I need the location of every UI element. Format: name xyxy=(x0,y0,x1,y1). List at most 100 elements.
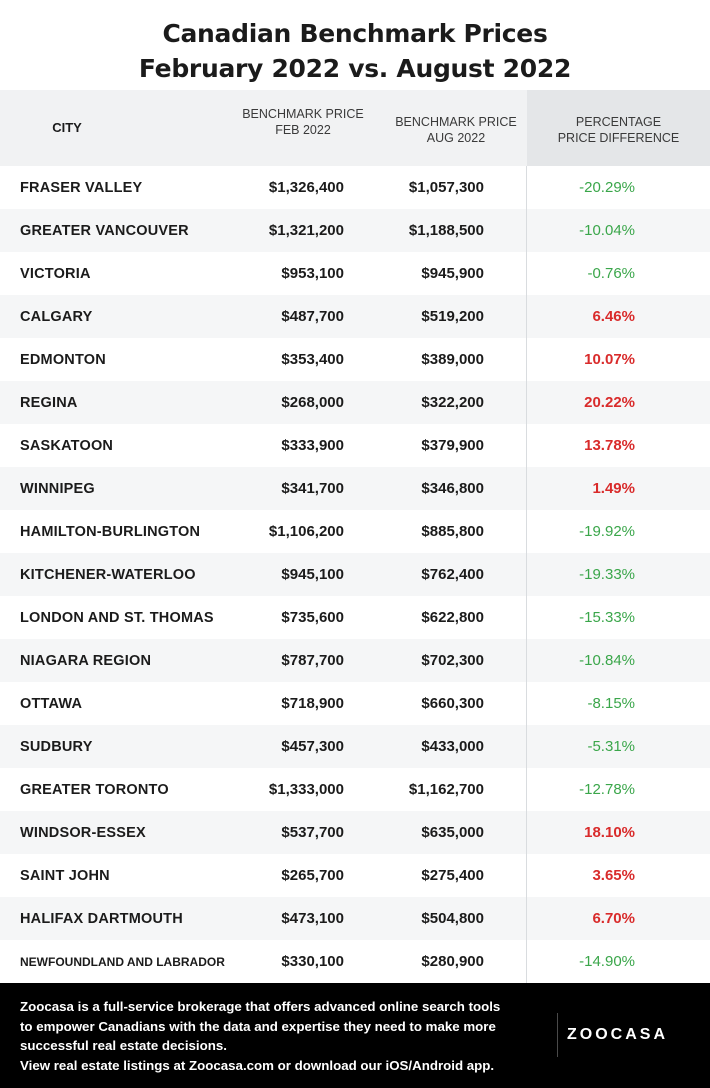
footer-line-1: Zoocasa is a full-service brokerage that… xyxy=(20,999,501,1014)
table-row: WINNIPEG $341,700 $346,800 1.49% xyxy=(0,467,710,510)
table-row: NIAGARA REGION $787,700 $702,300 -10.84% xyxy=(0,639,710,682)
cell-aug-price: $519,200 xyxy=(421,308,484,325)
cell-feb-price: $945,100 xyxy=(281,566,344,583)
cell-feb-price: $265,700 xyxy=(281,867,344,884)
cell-city: KITCHENER-WATERLOO xyxy=(20,566,196,583)
header-aug: BENCHMARK PRICE AUG 2022 xyxy=(380,92,532,168)
column-divider xyxy=(526,510,527,553)
cell-city: SUDBURY xyxy=(20,738,93,755)
footer-text: Zoocasa is a full-service brokerage that… xyxy=(20,997,540,1075)
header-city: CITY xyxy=(52,120,82,135)
cell-feb-price: $268,000 xyxy=(281,394,344,411)
cell-pct-difference: 3.65% xyxy=(592,867,635,884)
cell-aug-price: $322,200 xyxy=(421,394,484,411)
cell-aug-price: $346,800 xyxy=(421,480,484,497)
table-row: SUDBURY $457,300 $433,000 -5.31% xyxy=(0,725,710,768)
cell-feb-price: $473,100 xyxy=(281,910,344,927)
cell-city: LONDON AND ST. THOMAS xyxy=(20,609,214,626)
title-block: Canadian Benchmark Prices February 2022 … xyxy=(0,0,710,90)
column-divider xyxy=(526,467,527,510)
zoocasa-logo: ZOOCASA xyxy=(567,1026,668,1043)
cell-city: GREATER VANCOUVER xyxy=(20,222,189,239)
table-row: SASKATOON $333,900 $379,900 13.78% xyxy=(0,424,710,467)
cell-feb-price: $457,300 xyxy=(281,738,344,755)
header-pct-line-2: PRICE DIFFERENCE xyxy=(557,131,680,145)
cell-feb-price: $1,326,400 xyxy=(268,179,344,196)
footer-line-2: to empower Canadians with the data and e… xyxy=(20,1018,496,1034)
column-divider xyxy=(526,166,527,209)
cell-aug-price: $389,000 xyxy=(421,351,484,368)
header-pct: PERCENTAGE PRICE DIFFERENCE xyxy=(527,92,710,168)
cell-city: WINNIPEG xyxy=(20,480,95,497)
cell-pct-difference: -19.92% xyxy=(579,523,635,540)
cell-pct-difference: -10.04% xyxy=(579,222,635,239)
cell-pct-difference: -5.31% xyxy=(587,738,635,755)
table-header: CITY BENCHMARK PRICE FEB 2022 BENCHMARK … xyxy=(0,90,710,166)
cell-pct-difference: -19.33% xyxy=(579,566,635,583)
header-feb-line-2: FEB 2022 xyxy=(275,123,331,137)
cell-feb-price: $1,321,200 xyxy=(268,222,344,239)
cell-aug-price: $379,900 xyxy=(421,437,484,454)
cell-pct-difference: 13.78% xyxy=(584,437,635,454)
table-row: HAMILTON-BURLINGTON $1,106,200 $885,800 -19… xyxy=(0,510,710,553)
table-row: LONDON AND ST. THOMAS $735,600 $622,800 -15… xyxy=(0,596,710,639)
header-pct-line-1: PERCENTAGE xyxy=(575,115,662,129)
column-divider xyxy=(526,639,527,682)
cell-city: NEWFOUNDLAND AND LABRADOR xyxy=(20,954,225,969)
cell-city: HALIFAX DARTMOUTH xyxy=(20,910,183,927)
cell-feb-price: $735,600 xyxy=(281,609,344,626)
chart-title-line-1: Canadian Benchmark Prices xyxy=(162,19,548,48)
cell-aug-price: $635,000 xyxy=(421,824,484,841)
table-row: GREATER TORONTO $1,333,000 $1,162,700 -12.7… xyxy=(0,768,710,811)
cell-pct-difference: -14.90% xyxy=(579,953,635,970)
cell-feb-price: $953,100 xyxy=(281,265,344,282)
column-divider xyxy=(526,424,527,467)
cell-pct-difference: -8.15% xyxy=(587,695,635,712)
cell-aug-price: $1,057,300 xyxy=(408,179,484,196)
cell-pct-difference: -12.78% xyxy=(579,781,635,798)
column-divider xyxy=(526,768,527,811)
table-row: EDMONTON $353,400 $389,000 10.07% xyxy=(0,338,710,381)
cell-feb-price: $1,333,000 xyxy=(268,781,344,798)
table-row: HALIFAX DARTMOUTH $473,100 $504,800 6.70% xyxy=(0,897,710,940)
footer-line-4: View real estate listings at Zoocasa.com… xyxy=(20,1057,495,1073)
column-divider xyxy=(526,338,527,381)
column-divider xyxy=(526,553,527,596)
table-row: CALGARY $487,700 $519,200 6.46% xyxy=(0,295,710,338)
cell-aug-price: $702,300 xyxy=(421,652,484,669)
cell-aug-price: $275,400 xyxy=(421,867,484,884)
cell-pct-difference: 1.49% xyxy=(592,480,635,497)
cell-city: VICTORIA xyxy=(20,265,91,282)
cell-pct-difference: -0.76% xyxy=(587,265,635,282)
table-body: FRASER VALLEY $1,326,400 $1,057,300 -20.29%… xyxy=(0,166,710,983)
cell-aug-price: $660,300 xyxy=(421,695,484,712)
table-row: GREATER VANCOUVER $1,321,200 $1,188,500 -10… xyxy=(0,209,710,252)
pct-header-background xyxy=(527,90,710,166)
cell-pct-difference: 10.07% xyxy=(584,351,635,368)
table-row: FRASER VALLEY $1,326,400 $1,057,300 -20.29% xyxy=(0,166,710,209)
footer-divider xyxy=(557,1013,558,1057)
cell-aug-price: $945,900 xyxy=(421,265,484,282)
cell-pct-difference: -15.33% xyxy=(579,609,635,626)
cell-pct-difference: 18.10% xyxy=(584,824,635,841)
header-feb: BENCHMARK PRICE FEB 2022 xyxy=(228,84,378,160)
table-row: KITCHENER-WATERLOO $945,100 $762,400 -19.33… xyxy=(0,553,710,596)
cell-aug-price: $1,188,500 xyxy=(408,222,484,239)
cell-aug-price: $762,400 xyxy=(421,566,484,583)
cell-city: WINDSOR-ESSEX xyxy=(20,824,146,841)
cell-aug-price: $622,800 xyxy=(421,609,484,626)
cell-aug-price: $885,800 xyxy=(421,523,484,540)
column-divider xyxy=(526,209,527,252)
cell-feb-price: $787,700 xyxy=(281,652,344,669)
cell-city: OTTAWA xyxy=(20,695,83,712)
cell-city: HAMILTON-BURLINGTON xyxy=(20,523,201,540)
column-divider xyxy=(526,252,527,295)
cell-pct-difference: -20.29% xyxy=(579,179,635,196)
cell-feb-price: $718,900 xyxy=(281,695,344,712)
header-feb-line-1: BENCHMARK PRICE xyxy=(242,107,364,121)
column-divider xyxy=(526,682,527,725)
cell-feb-price: $341,700 xyxy=(281,480,344,497)
table-row: NEWFOUNDLAND AND LABRADOR $330,100 $280,90… xyxy=(0,940,710,983)
cell-aug-price: $280,900 xyxy=(421,953,484,970)
header-aug-line-2: AUG 2022 xyxy=(426,131,486,145)
